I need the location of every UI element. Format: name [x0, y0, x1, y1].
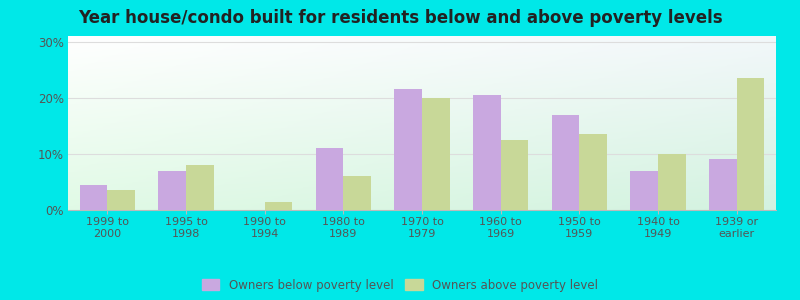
Bar — [107, 190, 135, 210]
Bar — [501, 140, 528, 210]
Bar — [394, 89, 422, 210]
Bar — [658, 154, 686, 210]
Bar — [158, 171, 186, 210]
Bar — [552, 115, 579, 210]
Bar — [186, 165, 214, 210]
Bar — [630, 171, 658, 210]
Bar — [737, 78, 764, 210]
Bar — [422, 98, 450, 210]
Bar — [343, 176, 371, 210]
Legend: Owners below poverty level, Owners above poverty level: Owners below poverty level, Owners above… — [199, 276, 601, 294]
Bar — [709, 160, 737, 210]
Bar — [473, 95, 501, 210]
Bar — [80, 185, 107, 210]
Bar — [265, 202, 292, 210]
Bar — [579, 134, 607, 210]
Text: Year house/condo built for residents below and above poverty levels: Year house/condo built for residents bel… — [78, 9, 722, 27]
Bar — [316, 148, 343, 210]
